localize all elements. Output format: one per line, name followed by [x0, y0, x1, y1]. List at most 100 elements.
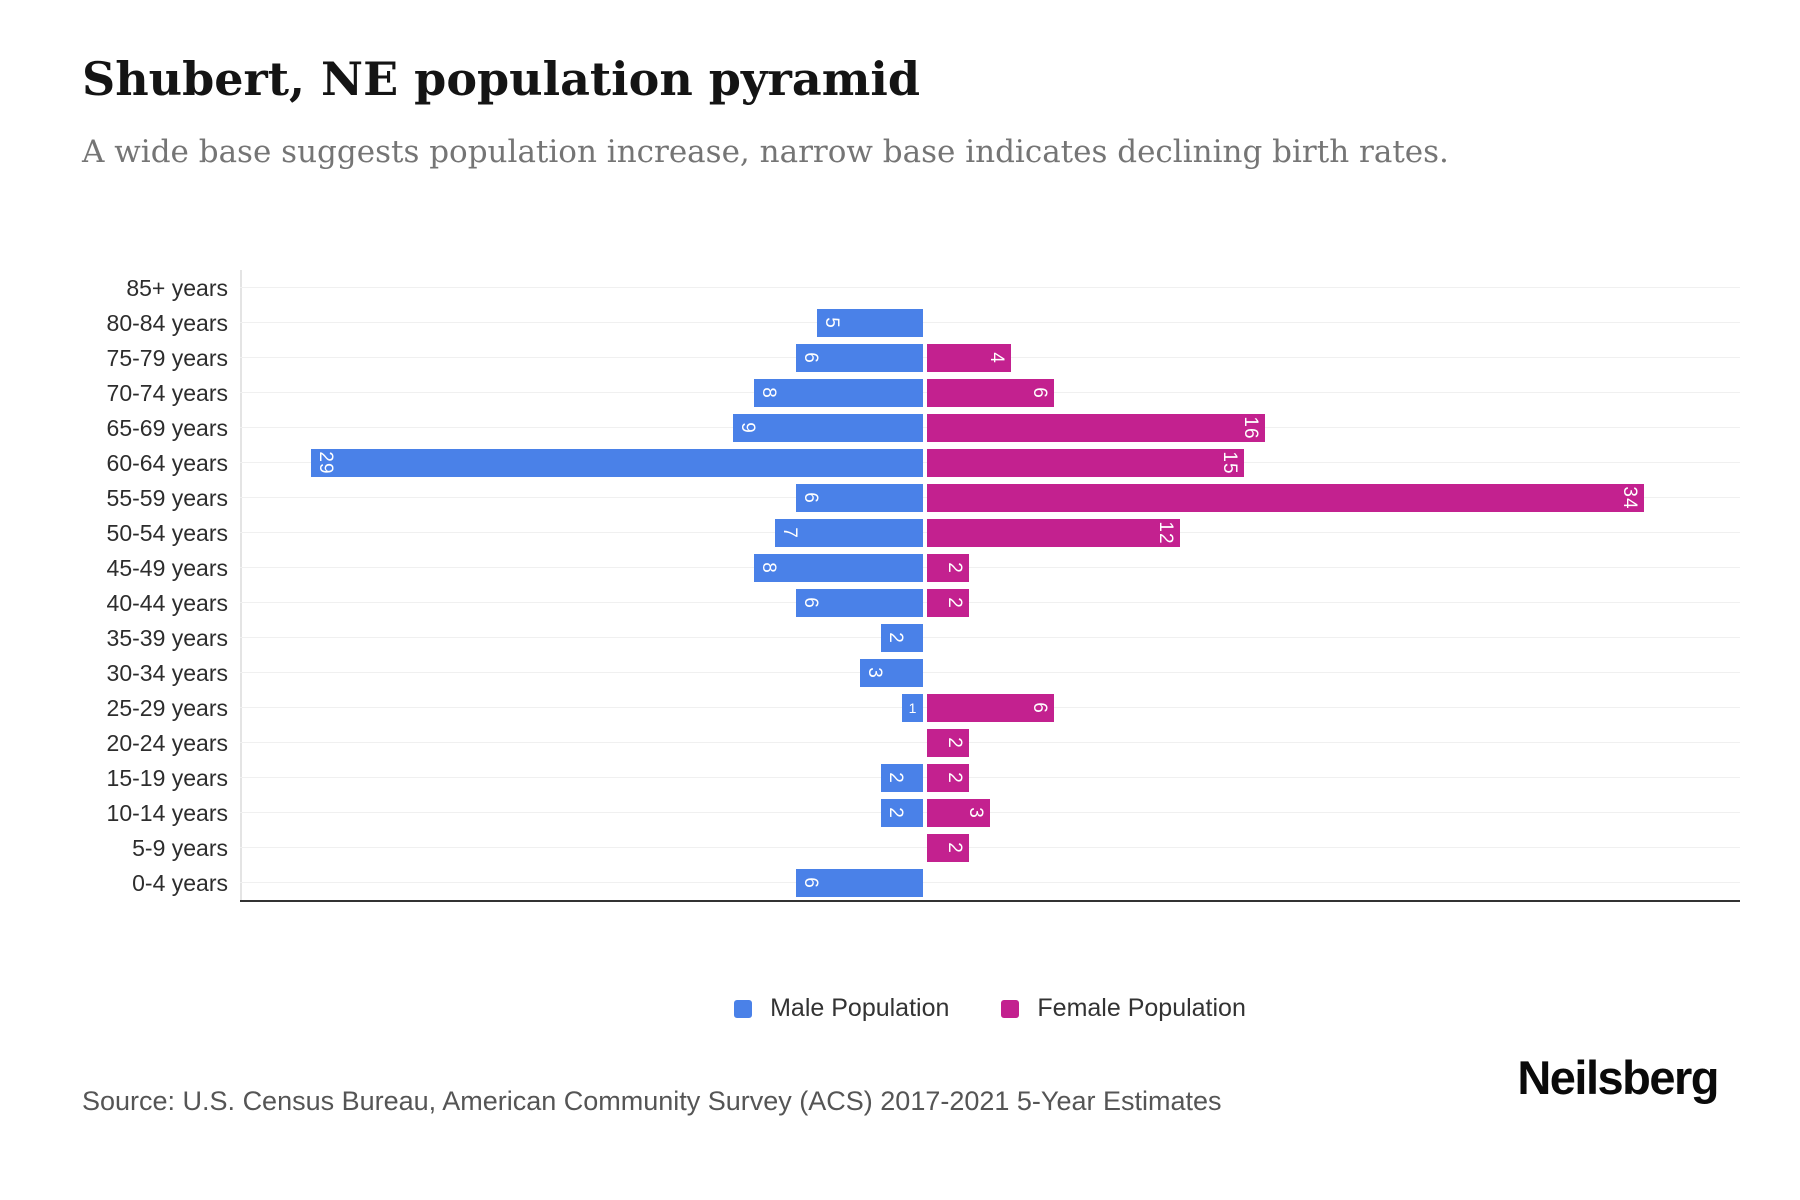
female-bar[interactable]: 16	[927, 414, 1265, 442]
center-axis-line	[240, 270, 242, 900]
bar-value-label: 29	[315, 451, 336, 475]
female-swatch-icon	[1001, 999, 1020, 1018]
y-axis-label: 85+ years	[126, 275, 228, 301]
y-axis-label: 30-34 years	[106, 660, 228, 686]
legend: Male Population Female Population	[240, 994, 1740, 1023]
y-axis-label: 50-54 years	[106, 520, 228, 546]
male-bar[interactable]: 6	[796, 484, 923, 512]
bar-value-label: 3	[965, 807, 986, 819]
bar-value-label: 2	[944, 737, 965, 749]
male-bar[interactable]: 29	[311, 449, 923, 477]
male-bar[interactable]: 8	[754, 554, 923, 582]
bar-value-label: 2	[944, 562, 965, 574]
bar-value-label: 2	[885, 772, 906, 784]
y-axis-label: 25-29 years	[106, 695, 228, 721]
bar-value-label: 4	[986, 352, 1007, 364]
bar-value-label: 16	[1240, 416, 1261, 440]
gridline	[240, 847, 1740, 848]
x-axis-line	[240, 900, 1740, 902]
female-bar[interactable]: 3	[927, 799, 990, 827]
y-axis-label: 35-39 years	[106, 625, 228, 651]
female-bar[interactable]: 6	[927, 694, 1054, 722]
y-axis-label: 60-64 years	[106, 450, 228, 476]
gridline	[240, 742, 1740, 743]
bar-value-label: 6	[800, 597, 821, 609]
legend-label-female: Female Population	[1037, 994, 1246, 1022]
bar-value-label: 12	[1155, 521, 1176, 545]
bar-value-label: 5	[821, 317, 842, 329]
female-bar[interactable]: 34	[927, 484, 1644, 512]
bar-value-label: 2	[885, 807, 906, 819]
legend-label-male: Male Population	[770, 994, 950, 1022]
bar-value-label: 2	[944, 597, 965, 609]
female-bar[interactable]: 2	[927, 729, 969, 757]
y-axis-label: 15-19 years	[106, 765, 228, 791]
female-bar[interactable]: 4	[927, 344, 1011, 372]
bar-value-label: 8	[758, 387, 779, 399]
male-bar[interactable]: 2	[881, 799, 923, 827]
male-bar[interactable]: 6	[796, 869, 923, 897]
male-swatch-icon	[734, 999, 753, 1018]
female-bar[interactable]: 2	[927, 834, 969, 862]
bar-value-label: 1	[908, 700, 917, 716]
female-bar[interactable]: 2	[927, 554, 969, 582]
female-bar[interactable]: 12	[927, 519, 1180, 547]
bar-value-label: 2	[944, 772, 965, 784]
bar-value-label: 7	[779, 527, 800, 539]
y-axis-label: 75-79 years	[106, 345, 228, 371]
gridline	[240, 322, 1740, 323]
bar-value-label: 6	[800, 352, 821, 364]
male-bar[interactable]: 7	[775, 519, 923, 547]
bar-value-label: 3	[864, 667, 885, 679]
pyramid-plot: 5 6 4 8 6 9 16 29 15 6 34 7 12 8 2 6 2 2 3 1 6 2 2 2 2 3 2 6	[240, 270, 1740, 902]
female-bar[interactable]: 15	[927, 449, 1244, 477]
male-bar[interactable]: 2	[881, 764, 923, 792]
male-bar[interactable]: 3	[860, 659, 923, 687]
brand-logo: Neilsberg	[1517, 1051, 1719, 1104]
y-axis-label: 80-84 years	[106, 310, 228, 336]
female-bar[interactable]: 2	[927, 589, 969, 617]
source-attribution: Source: U.S. Census Bureau, American Com…	[82, 1086, 1222, 1116]
bar-value-label: 8	[758, 562, 779, 574]
bar-value-label: 6	[1029, 387, 1050, 399]
y-axis-label: 10-14 years	[106, 800, 228, 826]
y-axis-label: 70-74 years	[106, 380, 228, 406]
y-axis-label: 45-49 years	[106, 555, 228, 581]
gridline	[240, 637, 1740, 638]
gridline	[240, 777, 1740, 778]
gridline	[240, 567, 1740, 568]
male-bar[interactable]: 5	[817, 309, 923, 337]
legend-item-female[interactable]: Female Population	[1001, 994, 1246, 1023]
male-bar[interactable]: 6	[796, 589, 923, 617]
male-bar[interactable]: 2	[881, 624, 923, 652]
male-bar[interactable]: 8	[754, 379, 923, 407]
chart-title: Shubert, NE population pyramid	[82, 52, 921, 106]
gridline	[240, 287, 1740, 288]
gridline	[240, 602, 1740, 603]
bar-value-label: 6	[1029, 702, 1050, 714]
bar-value-label: 2	[944, 842, 965, 854]
y-axis-label: 55-59 years	[106, 485, 228, 511]
gridline	[240, 882, 1740, 883]
chart-subtitle: A wide base suggests population increase…	[82, 134, 1449, 170]
y-axis-label: 0-4 years	[132, 870, 228, 896]
female-bar[interactable]: 2	[927, 764, 969, 792]
y-axis-label: 5-9 years	[132, 835, 228, 861]
bar-value-label: 2	[885, 632, 906, 644]
y-axis-label: 40-44 years	[106, 590, 228, 616]
gridline	[240, 672, 1740, 673]
female-bar[interactable]: 6	[927, 379, 1054, 407]
bar-value-label: 15	[1219, 451, 1240, 475]
bar-value-label: 6	[800, 492, 821, 504]
male-bar[interactable]: 6	[796, 344, 923, 372]
gridline	[240, 812, 1740, 813]
y-axis-label: 65-69 years	[106, 415, 228, 441]
bar-value-label: 6	[800, 877, 821, 889]
male-bar[interactable]: 1	[902, 694, 923, 722]
male-bar[interactable]: 9	[733, 414, 923, 442]
bar-value-label: 34	[1619, 486, 1640, 510]
legend-item-male[interactable]: Male Population	[734, 994, 949, 1023]
bar-value-label: 9	[737, 422, 758, 434]
y-axis-label: 20-24 years	[106, 730, 228, 756]
